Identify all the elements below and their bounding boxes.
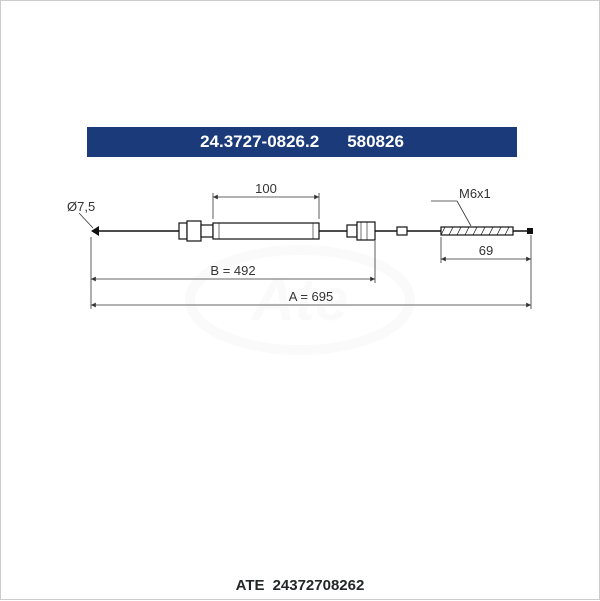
dim-sleeve-label: 100: [255, 181, 277, 196]
footer: ATE 24372708262: [236, 577, 365, 594]
dim-b-label: B = 492: [210, 263, 255, 278]
dim-thread-spec: M6x1: [431, 186, 491, 226]
thread-len-label: 69: [479, 243, 493, 258]
dim-a: A = 695: [91, 289, 531, 305]
sku: 24372708262: [273, 577, 365, 594]
dim-sleeve: 100: [213, 181, 319, 219]
diameter-label: Ø7,5: [67, 199, 95, 214]
dim-thread-len: 69: [441, 235, 531, 309]
diagram-container: 24.3727-0826.2 580826 Ate: [0, 0, 600, 600]
dim-a-label: A = 695: [289, 289, 333, 304]
cable-assembly: [91, 221, 533, 241]
dim-diameter: Ø7,5: [67, 199, 95, 228]
thread-label: M6x1: [459, 186, 491, 201]
brand-name: ATE: [236, 577, 265, 594]
technical-drawing: 100 M6x1 Ø7,5 69 B = 492: [1, 1, 600, 601]
